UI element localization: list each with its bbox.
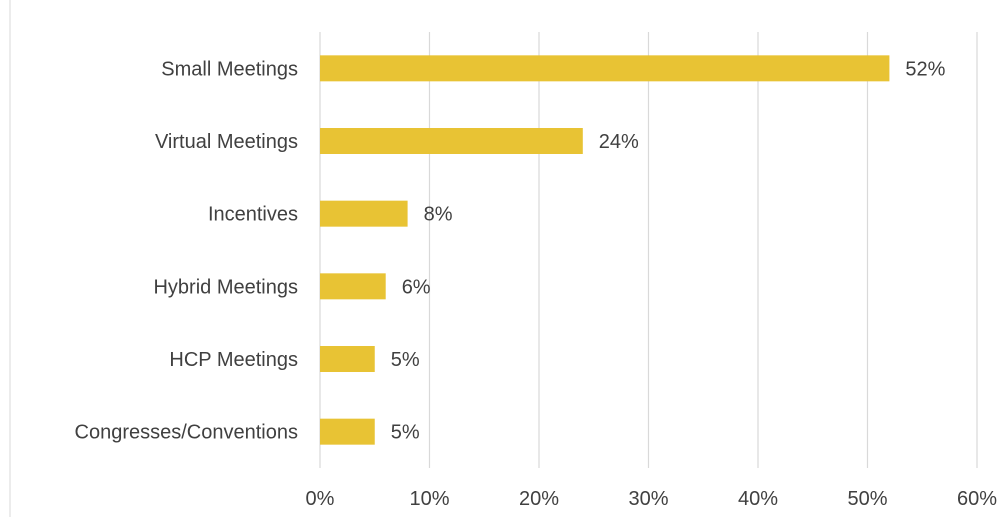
- data-label: 5%: [391, 422, 420, 444]
- data-labels: 52% 24% 8% 6% 5% 5%: [391, 58, 946, 443]
- bar: [320, 346, 375, 372]
- x-tick-label: 10%: [409, 488, 449, 510]
- data-label: 6%: [402, 276, 431, 298]
- gridlines: [319, 32, 978, 468]
- category-label: Small Meetings: [161, 58, 298, 80]
- data-label: 8%: [424, 204, 453, 226]
- x-tick-label: 60%: [957, 488, 997, 510]
- bar: [320, 128, 583, 154]
- data-label: 5%: [391, 349, 420, 371]
- x-tick-label: 0%: [306, 488, 335, 510]
- bar: [320, 200, 408, 227]
- category-label: Congresses/Conventions: [75, 422, 298, 444]
- category-label: HCP Meetings: [169, 349, 298, 371]
- x-tick-label: 20%: [519, 488, 559, 510]
- x-tick-label: 50%: [847, 488, 887, 510]
- category-label: Virtual Meetings: [155, 131, 298, 153]
- category-label: Incentives: [208, 204, 298, 226]
- data-label: 52%: [905, 58, 945, 80]
- category-labels: Small Meetings Virtual Meetings Incentives…: [75, 58, 298, 443]
- category-label: Hybrid Meetings: [153, 276, 298, 298]
- bar: [320, 55, 890, 82]
- data-label: 24%: [599, 131, 639, 153]
- bar: [320, 273, 386, 300]
- x-axis-ticks: 0% 10% 20% 30% 40% 50% 60%: [306, 488, 998, 510]
- x-tick-label: 30%: [628, 488, 668, 510]
- x-tick-label: 40%: [738, 488, 778, 510]
- bars: [320, 55, 890, 445]
- bar: [320, 418, 375, 445]
